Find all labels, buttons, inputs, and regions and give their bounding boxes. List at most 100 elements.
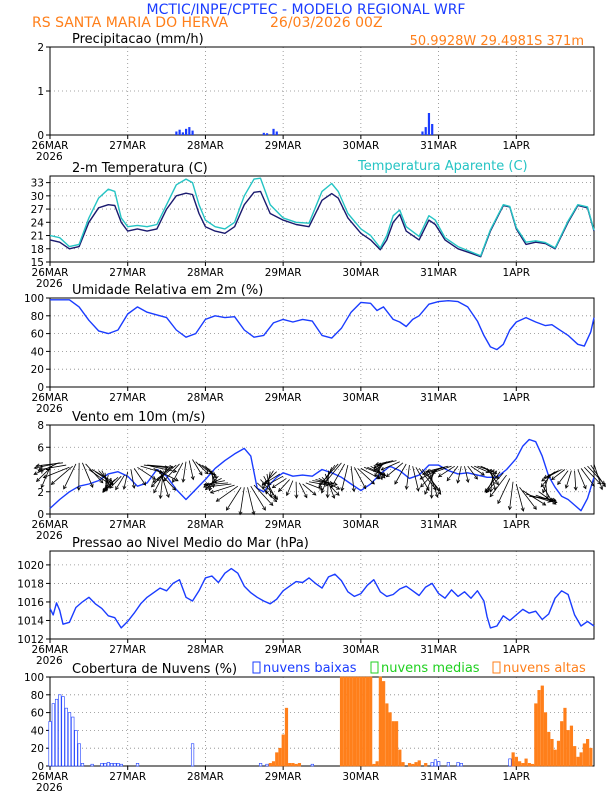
cloud-bar-orange bbox=[339, 676, 344, 767]
wind-arrow-head bbox=[431, 470, 436, 474]
wind-arrow-head bbox=[238, 511, 243, 516]
humidity-title: Umidade Relativa em 2m (%) bbox=[72, 283, 263, 298]
wind-arrow bbox=[204, 480, 225, 486]
precip-bar bbox=[431, 124, 434, 135]
cloud-bar-orange bbox=[534, 703, 538, 767]
wind-arrow-head bbox=[122, 485, 127, 490]
humidity-date-label: 30MAR bbox=[342, 392, 379, 404]
header-run: 26/03/2026 00Z bbox=[270, 15, 383, 31]
wind-arrow bbox=[486, 470, 498, 493]
cloud-bar-blue bbox=[430, 762, 434, 767]
clouds-panel: 0 20 40 60 80 100 26MAR 27MAR 28MAR 29MAR 30MAR 31M… bbox=[24, 662, 595, 792]
cloud-bar-orange bbox=[378, 676, 382, 767]
wind-arrow-head bbox=[163, 477, 168, 482]
wind-arrow-head bbox=[165, 493, 170, 498]
pressure-date-label: 26MAR bbox=[32, 644, 69, 656]
wind-arrow bbox=[551, 469, 566, 480]
wind-arrow bbox=[265, 471, 271, 494]
cloud-bar-orange bbox=[586, 738, 590, 767]
cloud-bar-blue bbox=[258, 763, 263, 767]
clouds-title: Cobertura de Nuvens (%) bbox=[72, 662, 237, 677]
pressure-date-label: 28MAR bbox=[187, 644, 224, 656]
cloud-bar-blue bbox=[135, 763, 140, 767]
wind-arrow-head bbox=[446, 477, 451, 482]
cloud-bar-orange bbox=[518, 761, 522, 767]
humidity-ytick-label: 0 bbox=[37, 382, 44, 394]
cloud-bar-orange bbox=[579, 752, 583, 767]
humidity-series-line bbox=[50, 299, 595, 351]
wind-arrow-head bbox=[437, 490, 442, 495]
humidity-panel: 0 20 40 60 80 100 26MAR 27MAR 28MAR 29MAR 30MAR 31M… bbox=[24, 283, 595, 415]
precip-panel: 0 1 2 26MAR 27MAR 28MAR 29MAR 30MAR 31MAR 1APR 202… bbox=[32, 32, 595, 163]
wind-arrow-head bbox=[268, 493, 273, 499]
cloud-bar-orange bbox=[573, 746, 577, 767]
cloud-bar-orange bbox=[398, 749, 402, 767]
wind-arrow-head bbox=[131, 484, 136, 489]
wind-arrow-head bbox=[105, 484, 110, 489]
wind-arrow bbox=[418, 468, 437, 491]
cloud-bar-blue bbox=[456, 762, 460, 767]
wind-arrow-head bbox=[419, 475, 424, 480]
cloud-bar-orange bbox=[537, 690, 541, 767]
wind-date-label: 29MAR bbox=[265, 519, 302, 531]
temperature-title: 2-m Temperatura (C) bbox=[72, 161, 208, 176]
wind-arrow-head bbox=[379, 476, 384, 481]
wind-arrow bbox=[432, 465, 452, 474]
wind-arrow bbox=[133, 468, 146, 486]
cloud-bar-blue bbox=[51, 703, 55, 767]
wind-ytick-label: 0 bbox=[37, 509, 44, 521]
cloud-bar-orange bbox=[556, 740, 561, 767]
cloud-bar-blue bbox=[433, 759, 438, 767]
temperature-date-label: 30MAR bbox=[342, 267, 379, 279]
precip-date-label: 31MAR bbox=[420, 140, 457, 152]
wind-arrow-head bbox=[545, 495, 550, 500]
wind-arrow bbox=[406, 465, 410, 490]
humidity-date-label: 31MAR bbox=[420, 392, 457, 404]
wind-arrow bbox=[105, 476, 119, 489]
wind-arrow-head bbox=[215, 498, 220, 502]
temperature-series-line bbox=[49, 190, 595, 258]
wind-arrow-head bbox=[285, 491, 290, 497]
wind-arrow bbox=[239, 487, 245, 515]
clouds-ytick-label: 80 bbox=[31, 690, 44, 702]
wind-arrow-head bbox=[323, 480, 328, 485]
cloud-bar-orange bbox=[385, 703, 389, 767]
humidity-year-label: 2026 bbox=[36, 403, 63, 415]
wind-arrow-head bbox=[320, 489, 325, 494]
cloud-bar-orange bbox=[511, 752, 515, 767]
cloud-bar-orange bbox=[271, 761, 276, 767]
wind-arrow bbox=[557, 470, 569, 485]
wind-title: Vento em 10m (m/s) bbox=[72, 410, 205, 425]
wind-arrow bbox=[484, 471, 501, 493]
precip-bar bbox=[421, 131, 424, 135]
wind-arrow-head bbox=[415, 487, 420, 492]
precip-title: Precipitacao (mm/h) bbox=[72, 32, 204, 47]
wind-arrow-head bbox=[424, 490, 428, 495]
cloud-bar-orange bbox=[424, 763, 428, 767]
clouds-ytick-label: 60 bbox=[31, 708, 44, 720]
wind-arrow-head bbox=[385, 473, 390, 478]
wind-arrow-head bbox=[602, 482, 606, 488]
cloud-bar-blue bbox=[100, 763, 104, 767]
wind-arrow-head bbox=[278, 487, 283, 493]
wind-arrow-head bbox=[330, 484, 335, 489]
wind-arrow bbox=[377, 460, 397, 466]
wind-arrow bbox=[428, 470, 439, 498]
cloud-bar-orange bbox=[582, 743, 586, 767]
clouds-date-label: 31MAR bbox=[420, 771, 457, 783]
cloud-bar-orange bbox=[540, 685, 544, 767]
wind-arrow-head bbox=[542, 501, 547, 506]
wind-arrow bbox=[497, 478, 511, 504]
humidity-ytick-label: 100 bbox=[24, 293, 44, 305]
precip-bar bbox=[181, 132, 184, 135]
cloud-bar-blue bbox=[119, 763, 123, 767]
cloud-bar-orange bbox=[563, 707, 567, 767]
wind-arrow bbox=[470, 465, 485, 476]
wind-arrow-head bbox=[557, 480, 562, 486]
temperature-ytick-label: 15 bbox=[31, 257, 44, 269]
cloud-bar-orange bbox=[346, 676, 350, 767]
cloud-bar-orange bbox=[382, 681, 386, 767]
wind-arrow bbox=[226, 487, 242, 511]
